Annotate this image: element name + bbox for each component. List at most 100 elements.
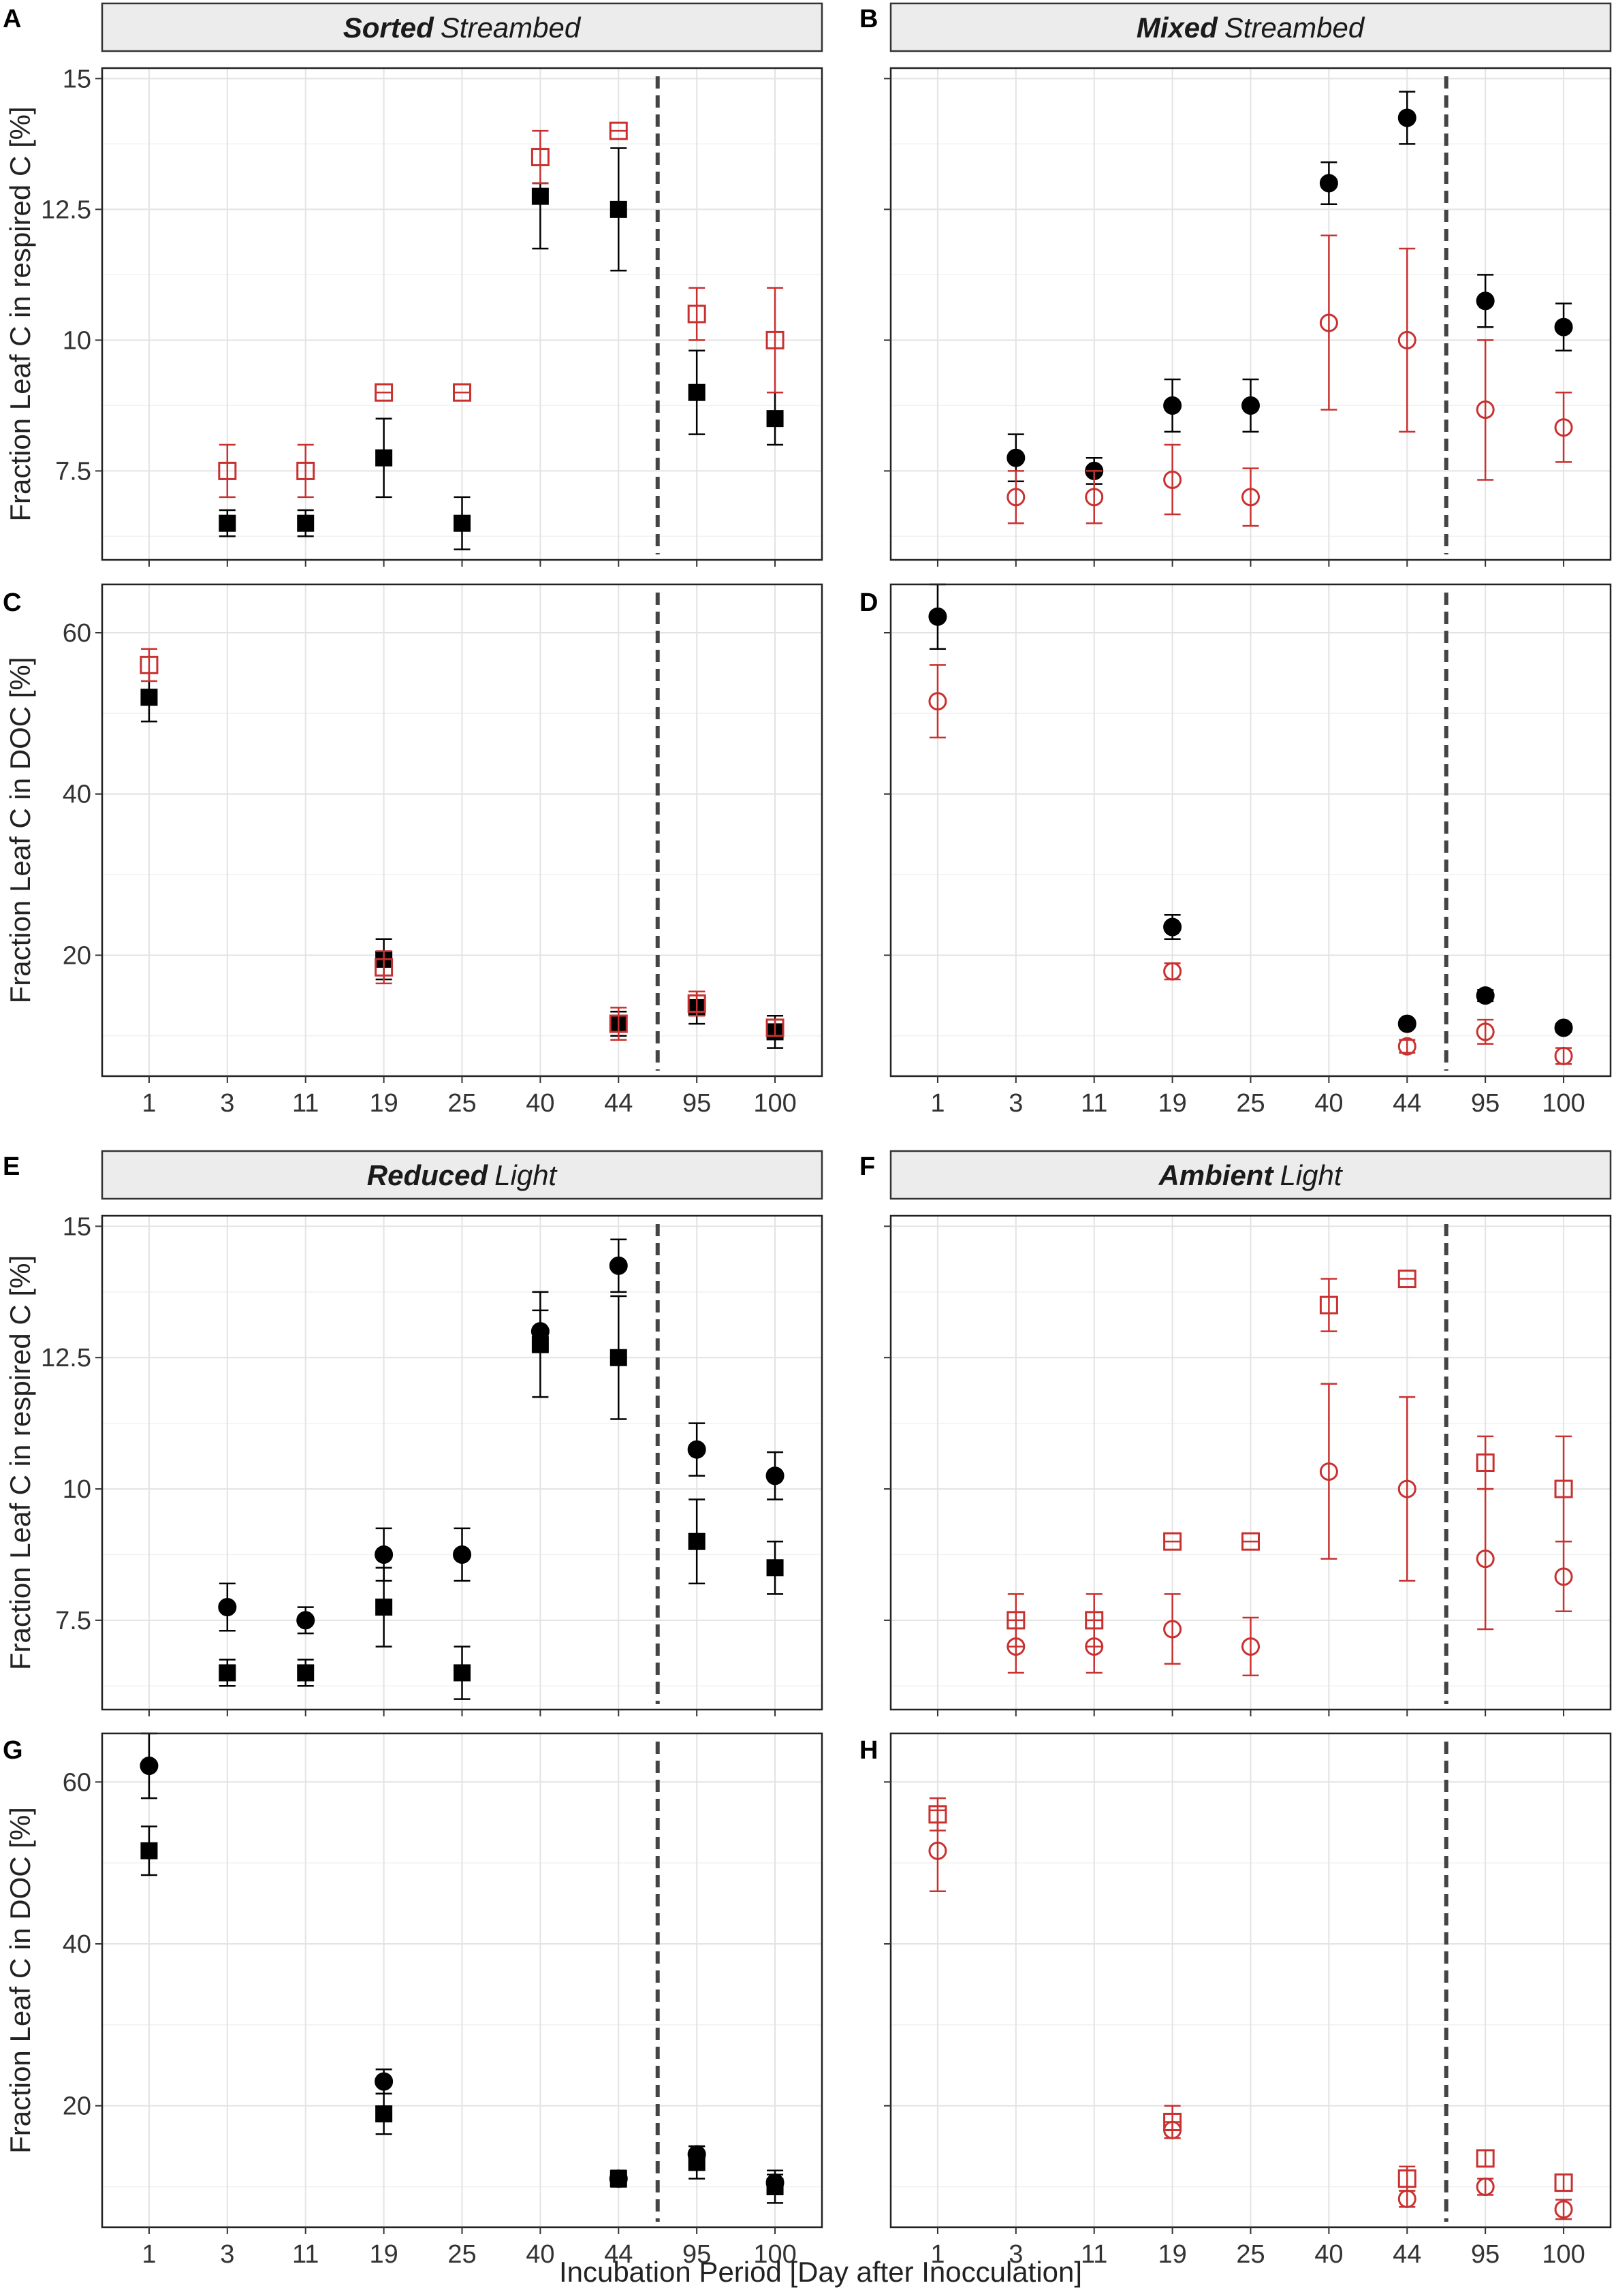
- x-tick-label: 3: [1009, 1089, 1023, 1118]
- series-black-circles: [218, 1238, 785, 1635]
- data-point: [453, 383, 471, 402]
- data-point: [1476, 400, 1495, 420]
- data-point: [1476, 1550, 1495, 1569]
- y-tick-label: 7.5: [55, 1607, 91, 1635]
- data-point: [375, 1545, 394, 1564]
- x-tick-label: 3: [220, 1089, 234, 1118]
- strip-normal-text: Light: [494, 1159, 558, 1191]
- y-axis-title: Fraction Leaf C in DOC [%]: [4, 657, 36, 1004]
- data-point: [928, 1841, 947, 1860]
- data-point: [1319, 1295, 1338, 1315]
- data-point: [1007, 1637, 1026, 1656]
- y-tick-label: 15: [63, 65, 91, 93]
- panel-e: E 7.5 10 12.5 15 Fraction Leaf C in respired …: [3, 1152, 823, 1716]
- data-point: [1241, 488, 1260, 507]
- x-tick-label: 95: [682, 1089, 711, 1118]
- data-point: [454, 1664, 471, 1682]
- plot-frame: [101, 583, 823, 1078]
- x-tick-label: 25: [1236, 2240, 1265, 2269]
- data-point: [1476, 2149, 1495, 2168]
- data-point: [688, 383, 706, 401]
- plot-frame: [889, 583, 1612, 1078]
- data-point: [375, 2105, 393, 2123]
- data-point: [1554, 1567, 1573, 1586]
- data-point: [297, 514, 315, 532]
- x-tick-label: 25: [1236, 1089, 1265, 1118]
- data-point: [1476, 1453, 1495, 1472]
- data-point: [140, 1842, 158, 1859]
- plot-frame: [101, 1732, 823, 2229]
- x-tick-label: 44: [604, 2240, 633, 2269]
- panel-letter: C: [3, 588, 21, 617]
- data-point: [1476, 2177, 1495, 2197]
- data-point: [928, 607, 947, 626]
- data-point: [609, 1349, 627, 1366]
- x-tick-label: 19: [1158, 2240, 1186, 2269]
- series-black-squares: [140, 1825, 784, 2204]
- x-tick-label: 1: [930, 2240, 945, 2269]
- data-point: [219, 514, 236, 532]
- x-tick-label: 1: [142, 1089, 156, 1118]
- y-axis-title: Fraction Leaf C in respired C [%]: [4, 1255, 36, 1670]
- data-point: [1397, 330, 1416, 349]
- y-tick-label: 60: [63, 1768, 91, 1797]
- facet-strips: Sorted Streambed Mixed Streambed Reduced Li…: [101, 2, 1612, 1200]
- data-point: [296, 461, 315, 480]
- data-point: [1476, 986, 1495, 1005]
- y-tick-label: 15: [63, 1212, 91, 1241]
- x-tick-label: 95: [1471, 1089, 1500, 1118]
- x-tick-label: 100: [753, 2240, 796, 2269]
- x-tick-label: 40: [1314, 2240, 1343, 2269]
- data-point: [1163, 2120, 1182, 2139]
- x-tick-label: 100: [753, 1089, 796, 1118]
- data-point: [1319, 313, 1338, 332]
- x-tick-label: 44: [1393, 2240, 1421, 2269]
- panels: A 7.5 10 12.5 15 Fraction Leaf C in respired …: [3, 5, 1612, 2269]
- data-point: [609, 2170, 627, 2188]
- data-point: [609, 121, 628, 140]
- data-point: [454, 514, 471, 532]
- series-black-squares: [219, 147, 784, 550]
- data-point: [1163, 1532, 1182, 1551]
- plot-frame: [889, 1732, 1612, 2229]
- x-tick-label: 19: [369, 1089, 398, 1118]
- data-point: [1007, 488, 1026, 507]
- strip-mixed-streambed: Mixed Streambed: [889, 2, 1612, 52]
- data-point: [1319, 1462, 1338, 1481]
- data-point: [1319, 174, 1338, 193]
- plot-frame: [889, 67, 1612, 561]
- panel-d: D 1 3 11 19 25 40 44 95 100: [859, 583, 1612, 1118]
- x-tick-label: 25: [447, 2240, 476, 2269]
- data-point: [766, 410, 784, 428]
- data-point: [1554, 2173, 1573, 2192]
- x-tick-label: 3: [1009, 2240, 1023, 2269]
- data-point: [1476, 292, 1495, 311]
- x-tick-label: 40: [1314, 1089, 1343, 1118]
- strip-bold-text: Ambient: [1158, 1159, 1274, 1191]
- y-tick-label: 40: [63, 781, 91, 809]
- y-tick-label: 10: [63, 1475, 91, 1504]
- data-point: [1241, 1532, 1260, 1551]
- data-point: [1554, 317, 1573, 336]
- strip-title: Ambient Light: [1158, 1159, 1343, 1191]
- panel-f: F: [859, 1152, 1612, 1716]
- y-tick-label: 7.5: [55, 457, 91, 486]
- y-axis-title: Fraction Leaf C in respired C [%]: [4, 106, 36, 521]
- x-tick-label: 11: [292, 1089, 319, 1118]
- plot-frame: [101, 1214, 823, 1711]
- x-tick-label: 44: [1393, 1089, 1421, 1118]
- data-point: [375, 383, 394, 402]
- data-point: [218, 461, 237, 480]
- x-tick-label: 100: [1542, 1089, 1585, 1118]
- data-point: [1397, 1014, 1416, 1033]
- x-tick-label: 11: [1081, 2240, 1107, 2269]
- panel-g: G 20 40 60 1 3 11 19 25 40 44 95 100 Fraction Leaf C …: [3, 1732, 823, 2269]
- x-tick-label: 3: [220, 2240, 234, 2269]
- data-point: [218, 1598, 237, 1617]
- plot-frame: [889, 1214, 1612, 1711]
- data-point: [1397, 108, 1416, 127]
- strip-bold-text: Reduced: [367, 1159, 489, 1191]
- strip-title: Sorted Streambed: [343, 12, 582, 44]
- series-black-squares: [219, 1295, 784, 1700]
- x-tick-label: 40: [526, 2240, 554, 2269]
